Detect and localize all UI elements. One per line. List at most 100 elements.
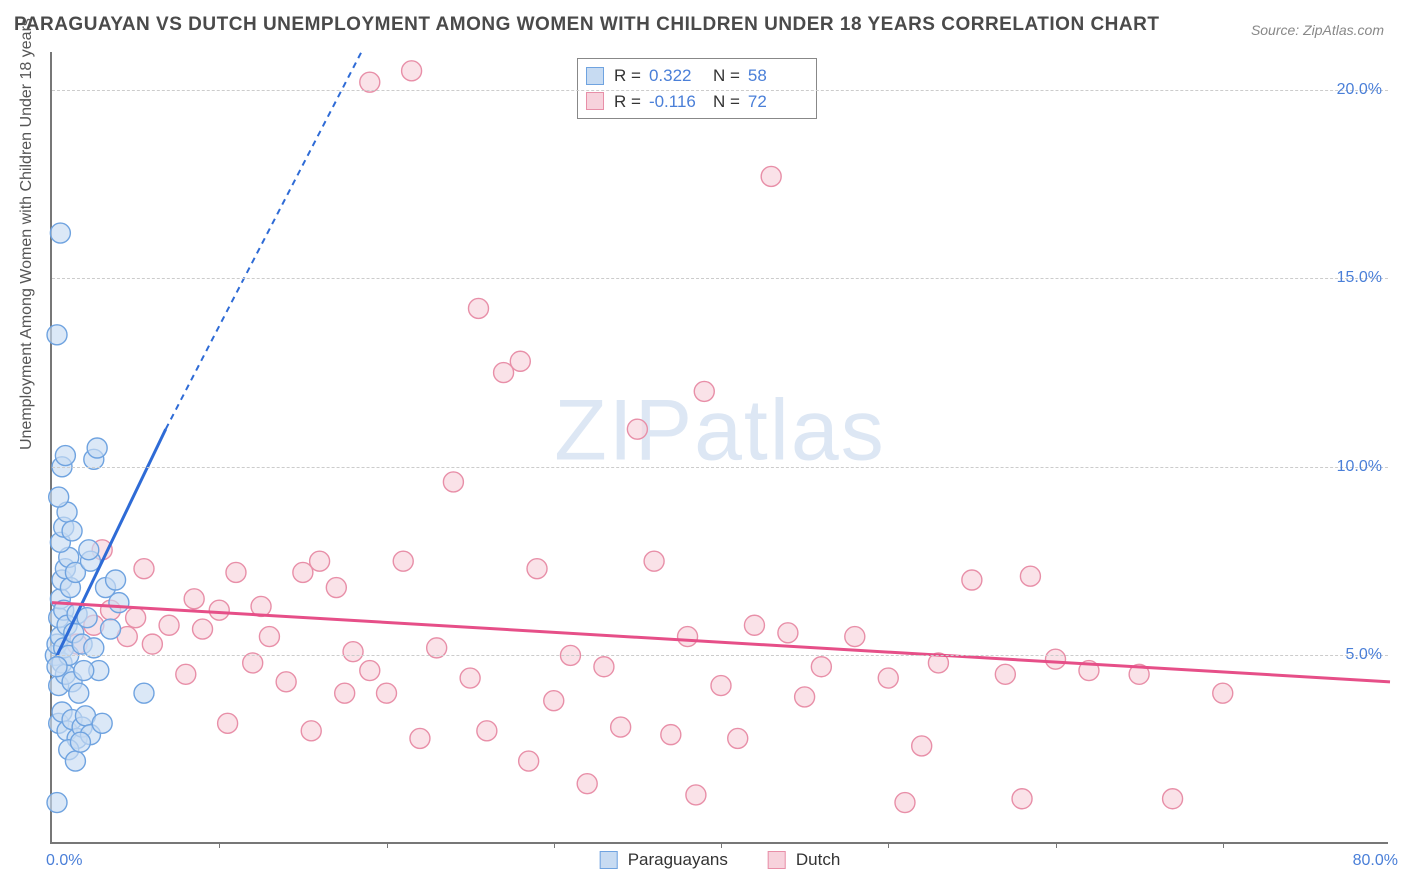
data-point [159,615,179,635]
data-point [1012,789,1032,809]
data-point [50,223,70,243]
data-point [377,683,397,703]
legend-item-dutch: Dutch [768,850,840,870]
data-point [134,559,154,579]
data-point [62,521,82,541]
stats-row-paraguayans: R = 0.322 N = 58 [586,63,804,89]
data-point [795,687,815,707]
stats-row-dutch: R = -0.116 N = 72 [586,89,804,115]
chart-title: PARAGUAYAN VS DUTCH UNEMPLOYMENT AMONG W… [14,14,1159,36]
legend-swatch-dutch [768,851,786,869]
source-label: Source: ZipAtlas.com [1251,22,1384,38]
bottom-legend: Paraguayans Dutch [600,850,841,870]
data-point [142,634,162,654]
n-label-0: N = [713,63,740,89]
x-tick-mark [554,842,555,848]
data-point [577,774,597,794]
data-point [995,664,1015,684]
legend-label-0: Paraguayans [628,850,728,870]
x-tick-mark [387,842,388,848]
data-point [460,668,480,688]
data-point [1163,789,1183,809]
r-label-0: R = [614,63,641,89]
data-point [611,717,631,737]
n-label-1: N = [713,89,740,115]
data-point [544,691,564,711]
data-point [79,540,99,560]
data-point [711,676,731,696]
data-point [55,446,75,466]
data-point [218,713,238,733]
data-point [301,721,321,741]
r-value-0: 0.322 [649,63,705,89]
x-tick-mark [1223,842,1224,848]
data-point [644,551,664,571]
n-value-1: 72 [748,89,804,115]
y-tick-label: 20.0% [1337,81,1398,99]
x-tick-mark [1056,842,1057,848]
data-point [101,619,121,639]
x-tick-mark [721,842,722,848]
x-tick-mark [888,842,889,848]
data-point [778,623,798,643]
data-point [519,751,539,771]
data-point [510,351,530,371]
data-point [912,736,932,756]
data-point [70,732,90,752]
data-point [962,570,982,590]
data-point [845,627,865,647]
data-point [694,381,714,401]
data-point [402,61,422,81]
data-point [193,619,213,639]
swatch-paraguayans [586,67,604,85]
data-point [895,793,915,813]
swatch-dutch [586,92,604,110]
data-point [1020,566,1040,586]
data-point [686,785,706,805]
data-point [126,608,146,628]
data-point [661,725,681,745]
data-point [627,419,647,439]
data-point [335,683,355,703]
legend-label-1: Dutch [796,850,840,870]
trend-line-dashed [166,52,362,429]
x-tick-0: 0.0% [46,852,82,870]
data-point [761,166,781,186]
data-point [477,721,497,741]
gridline-y [52,655,1388,656]
data-point [47,793,67,813]
data-point [92,713,112,733]
data-point [527,559,547,579]
stats-box: R = 0.322 N = 58 R = -0.116 N = 72 [577,58,817,119]
n-value-0: 58 [748,63,804,89]
data-point [276,672,296,692]
data-point [310,551,330,571]
data-point [1046,649,1066,669]
data-point [1213,683,1233,703]
data-point [811,657,831,677]
r-label-1: R = [614,89,641,115]
data-point [69,683,89,703]
legend-item-paraguayans: Paraguayans [600,850,728,870]
y-tick-label: 10.0% [1337,458,1398,476]
data-point [184,589,204,609]
y-tick-label: 15.0% [1337,269,1398,287]
data-point [410,728,430,748]
x-tick-80: 80.0% [1353,852,1398,870]
data-point [343,642,363,662]
data-point [49,487,69,507]
data-point [594,657,614,677]
plot-svg [52,52,1388,842]
data-point [878,668,898,688]
chart-area: ZIPatlas R = 0.322 N = 58 R = -0.116 N =… [50,52,1388,844]
data-point [393,551,413,571]
data-point [176,664,196,684]
data-point [443,472,463,492]
data-point [728,728,748,748]
data-point [209,600,229,620]
r-value-1: -0.116 [649,89,705,115]
data-point [744,615,764,635]
legend-swatch-paraguayans [600,851,618,869]
gridline-y [52,467,1388,468]
data-point [468,298,488,318]
